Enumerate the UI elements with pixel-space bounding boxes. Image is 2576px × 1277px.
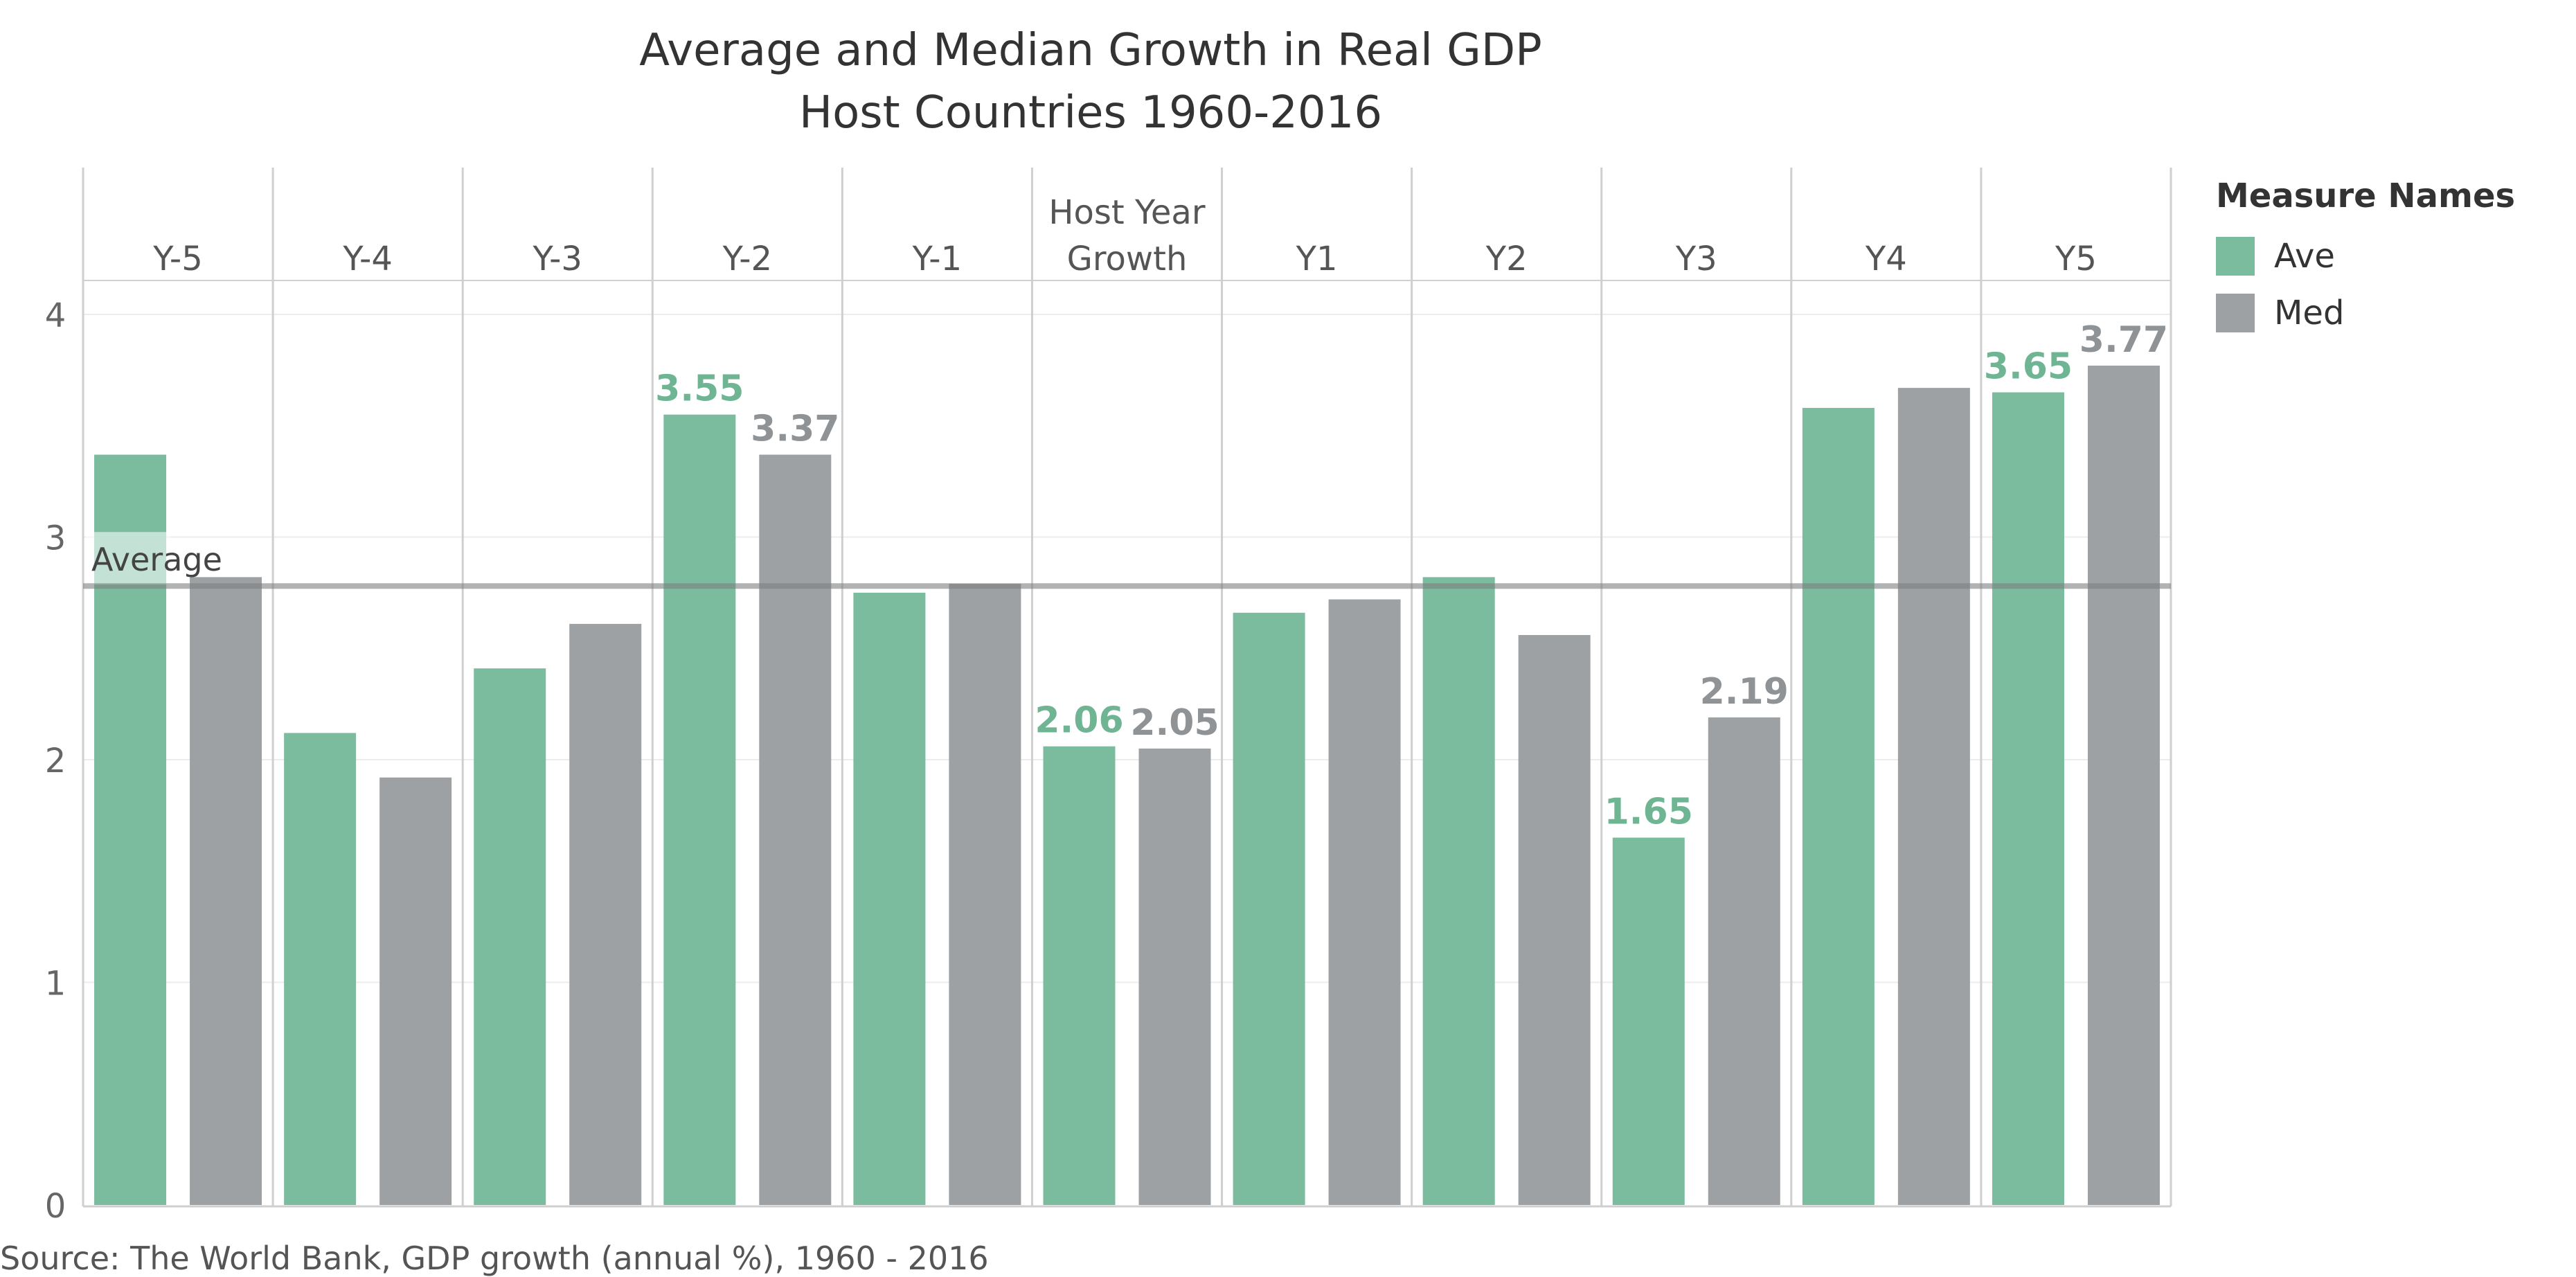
legend-label-med: Med xyxy=(2274,294,2345,332)
category-label-8: Y3 xyxy=(1675,240,1717,278)
bar-ave-1[interactable] xyxy=(284,733,357,1205)
bar-med-9[interactable] xyxy=(1897,388,1970,1205)
bar-med-8[interactable] xyxy=(1708,717,1780,1205)
legend: Measure Names Ave Med xyxy=(2216,177,2515,341)
bar-chart: 0 1 2 3 4 3.553.37 2.06 2.05 1.65 2.19 3.653.77 Y-5… xyxy=(45,168,2172,1226)
bar-med-7[interactable] xyxy=(1518,634,1591,1205)
legend-item-med[interactable]: Med xyxy=(2216,285,2515,341)
bar-med-2[interactable] xyxy=(569,623,642,1205)
category-label-10: Y5 xyxy=(2055,240,2097,278)
bar-med-10[interactable] xyxy=(2087,365,2160,1205)
data-label-ave-8: 1.65 xyxy=(1604,792,1693,833)
y-tick-label-4: 4 xyxy=(45,296,66,335)
y-tick-label-3: 3 xyxy=(45,519,66,558)
legend-item-ave[interactable]: Ave xyxy=(2216,228,2515,285)
category-label-4: Y-1 xyxy=(912,240,962,278)
category-label-7: Y2 xyxy=(1485,240,1528,278)
legend-swatch-med xyxy=(2216,294,2255,332)
data-label-ave-3: 3.55 xyxy=(655,368,744,410)
chart-title: Average and Median Growth in Real GDP Ho… xyxy=(0,19,2181,144)
bar-ave-5[interactable] xyxy=(1043,746,1116,1205)
chart-title-line1: Average and Median Growth in Real GDP xyxy=(639,25,1542,76)
reference-label-background xyxy=(86,532,170,585)
bar-med-4[interactable] xyxy=(949,584,1021,1205)
category-label-9: Y4 xyxy=(1865,240,1907,278)
y-tick-label-1: 1 xyxy=(45,965,66,1003)
data-label-med-8: 2.19 xyxy=(1700,671,1789,713)
category-label-6: Y1 xyxy=(1296,240,1338,278)
category-label-5-1: Growth xyxy=(1067,240,1188,278)
bar-med-1[interactable] xyxy=(379,777,452,1205)
category-label-5-0: Host Year xyxy=(1048,193,1205,232)
data-label-ave-5: 2.06 xyxy=(1035,700,1123,742)
bar-med-6[interactable] xyxy=(1328,599,1401,1205)
source-note: Source: The World Bank, GDP growth (annu… xyxy=(0,1240,989,1277)
category-label-3: Y-2 xyxy=(722,240,772,278)
legend-label-ave: Ave xyxy=(2274,237,2335,276)
bar-med-3[interactable] xyxy=(759,454,832,1206)
chart-subtitle: Host Countries 1960-2016 xyxy=(798,87,1383,139)
reference-line-label: Average xyxy=(91,541,222,578)
bar-ave-10[interactable] xyxy=(1992,392,2064,1205)
bar-ave-3[interactable] xyxy=(663,414,736,1205)
category-label-2: Y-3 xyxy=(532,240,582,278)
bar-ave-6[interactable] xyxy=(1233,612,1305,1205)
data-label-med-10: 3.77 xyxy=(2079,319,2168,361)
bar-ave-4[interactable] xyxy=(853,592,926,1205)
category-label-1: Y-4 xyxy=(342,240,392,278)
data-label-med-3: 3.37 xyxy=(751,409,839,450)
y-tick-label-0: 0 xyxy=(45,1187,66,1226)
legend-title: Measure Names xyxy=(2216,177,2516,215)
bar-med-5[interactable] xyxy=(1138,748,1211,1205)
bar-ave-9[interactable] xyxy=(1802,408,1875,1205)
y-tick-label-2: 2 xyxy=(45,742,66,780)
category-label-0: Y-5 xyxy=(152,240,202,278)
bar-ave-8[interactable] xyxy=(1612,837,1685,1205)
legend-swatch-ave xyxy=(2216,237,2255,276)
data-label-ave-10: 3.65 xyxy=(1984,346,2073,388)
bar-ave-2[interactable] xyxy=(474,668,546,1205)
data-label-med-5: 2.05 xyxy=(1130,702,1219,744)
bar-ave-7[interactable] xyxy=(1422,577,1495,1205)
bar-med-0[interactable] xyxy=(190,577,262,1205)
